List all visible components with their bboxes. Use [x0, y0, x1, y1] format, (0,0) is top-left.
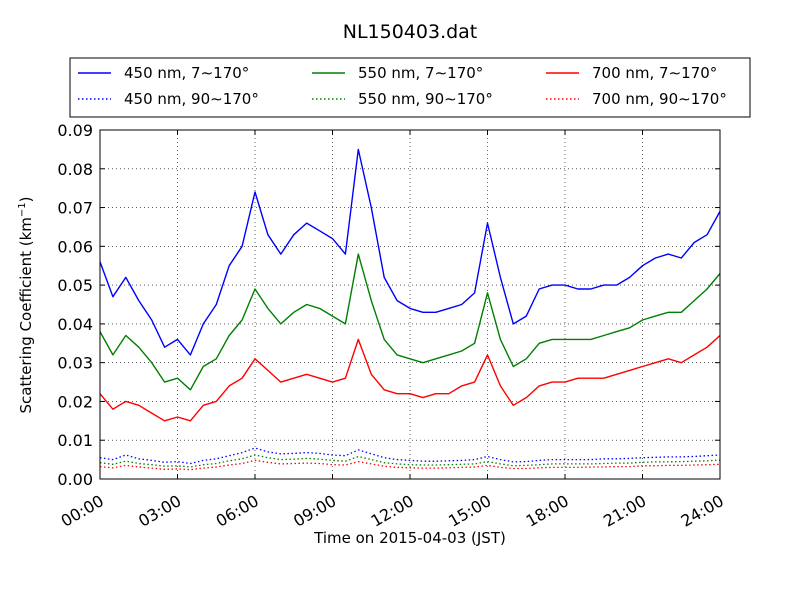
- y-tick-label: 0.06: [57, 237, 93, 256]
- series-line: [99, 148, 721, 356]
- series-line: [99, 459, 721, 471]
- x-tick-label: 09:00: [290, 491, 339, 531]
- series-line: [99, 334, 721, 422]
- y-tick-label: 0.09: [57, 121, 93, 140]
- x-tick-label: 03:00: [135, 491, 184, 531]
- x-tick-label: 12:00: [368, 491, 417, 531]
- x-tick-label: 21:00: [600, 491, 649, 531]
- chart-title: NL150403.dat: [343, 21, 478, 43]
- y-tick-label: 0.00: [57, 470, 93, 489]
- y-tick-label: 0.08: [57, 160, 93, 179]
- y-tick-label: 0.03: [57, 354, 93, 373]
- x-tick-label: 06:00: [213, 491, 262, 531]
- series-line: [99, 253, 721, 391]
- legend: 450 nm, 7∼170° 550 nm, 7∼170° 700 nm, 7∼17…: [69, 57, 751, 118]
- y-tick-label: 0.04: [57, 315, 93, 334]
- x-tick-label: 24:00: [678, 491, 727, 531]
- legend-label: 700 nm, 90∼170°: [592, 90, 727, 108]
- x-tick-label: 00:00: [58, 491, 107, 531]
- axis-ticks: 0.00 0.01 0.02 0.03 0.04 0.05 0.06 0.07 0.08 0.09…: [57, 121, 727, 531]
- y-axis-label-text: Scattering Coefficient (km: [17, 217, 35, 413]
- x-axis-label: Time on 2015-04-03 (JST): [313, 529, 506, 547]
- y-axis-label-close: ): [17, 196, 35, 202]
- grid-lines: [100, 130, 720, 479]
- legend-label: 450 nm, 7∼170°: [124, 64, 249, 82]
- series-line: [99, 454, 721, 468]
- legend-box: [69, 57, 751, 118]
- legend-label: 450 nm, 90∼170°: [124, 90, 259, 108]
- x-tick-label: 15:00: [445, 491, 494, 531]
- y-tick-label: 0.07: [57, 199, 93, 218]
- legend-label: 700 nm, 7∼170°: [592, 64, 717, 82]
- y-tick-label: 0.02: [57, 392, 93, 411]
- y-axis-label: Scattering Coefficient (km−1): [17, 196, 35, 413]
- legend-label: 550 nm, 90∼170°: [358, 90, 493, 108]
- y-tick-label: 0.01: [57, 431, 93, 450]
- x-tick-label: 18:00: [523, 491, 572, 531]
- series-line: [99, 447, 721, 465]
- y-axis-label-sup: −1: [17, 202, 28, 217]
- series-lines: [99, 148, 721, 471]
- y-tick-label: 0.05: [57, 276, 93, 295]
- legend-label: 550 nm, 7∼170°: [358, 64, 483, 82]
